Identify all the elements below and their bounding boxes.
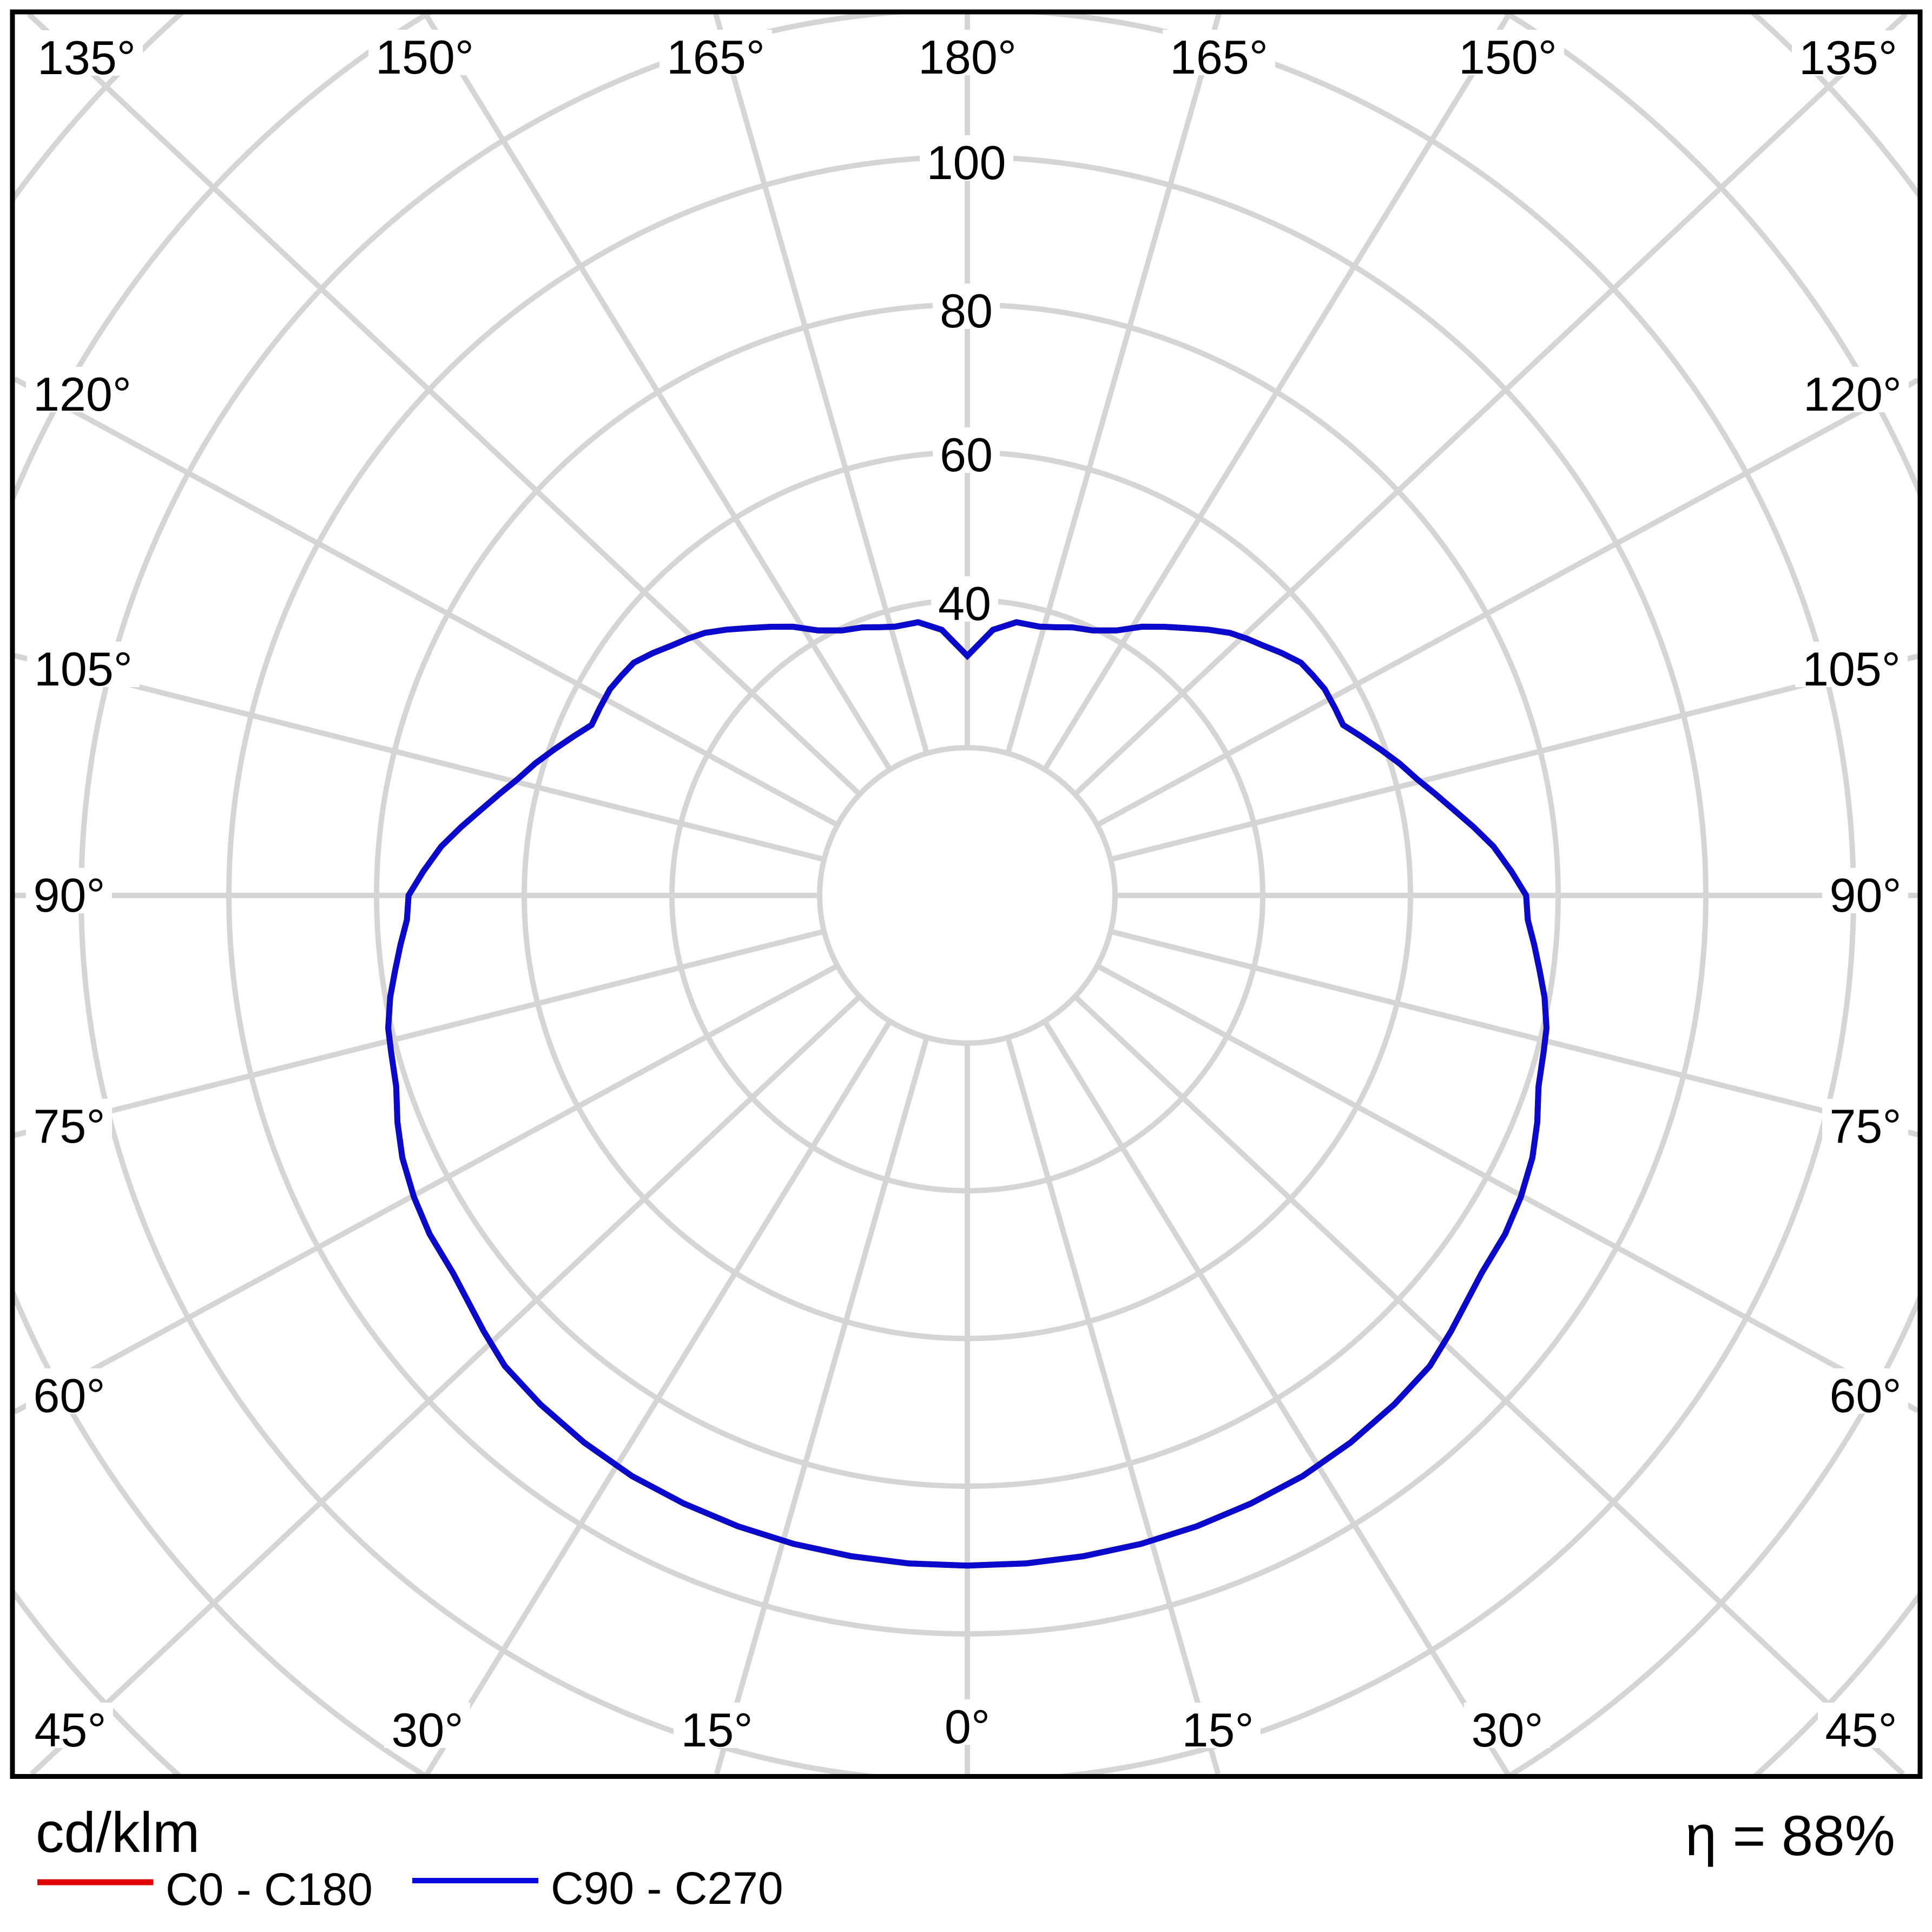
svg-text:105°: 105° [34,642,133,696]
svg-text:75°: 75° [1829,1099,1901,1153]
svg-text:15°: 15° [1182,1703,1254,1757]
svg-text:40: 40 [938,577,991,630]
svg-text:30°: 30° [1471,1703,1543,1757]
svg-text:75°: 75° [33,1099,105,1153]
svg-text:60°: 60° [1829,1369,1901,1422]
svg-text:150°: 150° [1459,30,1557,84]
svg-text:45°: 45° [1825,1703,1897,1757]
svg-text:80: 80 [940,284,993,338]
svg-text:60°: 60° [33,1369,105,1422]
svg-text:15°: 15° [681,1703,753,1757]
svg-text:45°: 45° [34,1703,106,1757]
svg-text:60: 60 [940,428,993,482]
svg-text:0°: 0° [945,1700,990,1753]
svg-text:100: 100 [927,136,1006,189]
svg-text:180°: 180° [918,30,1017,84]
svg-text:120°: 120° [1803,367,1902,421]
svg-text:90°: 90° [33,868,105,922]
svg-text:120°: 120° [33,367,131,421]
svg-text:165°: 165° [1170,30,1268,84]
svg-text:30°: 30° [391,1703,463,1757]
svg-text:105°: 105° [1802,642,1901,696]
svg-text:150°: 150° [375,30,474,84]
svg-text:η = 88%: η = 88% [1685,1804,1895,1868]
svg-text:135°: 135° [1799,31,1897,84]
svg-text:165°: 165° [667,30,765,84]
svg-text:C90 - C270: C90 - C270 [551,1863,783,1914]
svg-text:C0 - C180: C0 - C180 [166,1864,373,1915]
svg-text:cd/klm: cd/klm [36,1801,200,1864]
svg-text:90°: 90° [1829,868,1901,922]
svg-text:135°: 135° [37,31,136,84]
